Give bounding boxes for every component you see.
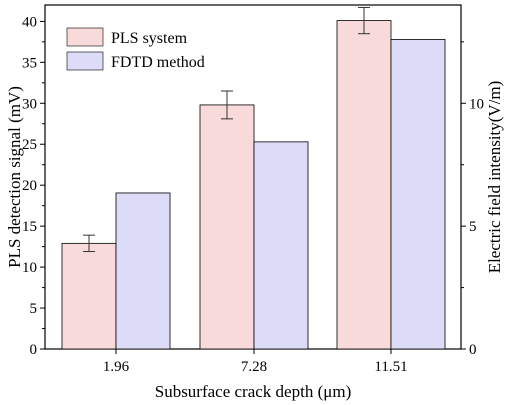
legend-label-fdtd-method: FDTD method [111,54,205,71]
y-axis-left-title: PLS detection signal (mV) [5,86,24,268]
legend-swatch-fdtd-method [66,51,104,71]
error-bar-pls-system-11-51 [358,6,370,35]
y-left-tick-label: 25 [22,137,37,153]
legend-label-pls-system: PLS system [111,30,188,47]
x-tick-label-1-96: 1.96 [103,359,130,375]
y-left-tick-label: 5 [30,301,38,317]
y-left-tick-label: 0 [30,342,38,358]
y-right-tick-label: 0 [469,342,477,358]
error-bar-pls-system-1-96 [83,234,95,253]
legend-swatch-pls-system [66,27,104,47]
error-bar-pls-system-7-28 [221,90,233,120]
legend: PLS system FDTD method [66,27,205,71]
y-right-tick-label: 10 [469,96,484,112]
y-axis-right-title: Electric field intensity(V/m) [485,81,504,274]
y-left-tick-label: 20 [22,178,37,194]
bar-fdtd-method-1-96 [115,192,171,350]
bar-pls-system-7-28 [199,104,255,350]
y-left-tick-label: 40 [22,14,37,30]
y-left-tick-label: 35 [22,55,37,71]
x-tick-label-11-51: 11.51 [374,359,407,375]
x-axis-title: Subsurface crack depth (μm) [155,382,352,401]
axes-layer: 0 5 10 15 20 25 30 35 40 0 5 10 1.96 7.28 11.51 [22,14,484,375]
error-bars-layer [83,6,370,253]
y-left-tick-label: 10 [22,260,37,276]
x-tick-label-7-28: 7.28 [241,359,267,375]
bar-pls-system-1-96 [61,242,117,350]
y-left-tick-label: 30 [22,96,37,112]
bar-fdtd-method-7-28 [253,141,309,350]
y-left-tick-label: 15 [22,219,37,235]
bar-fdtd-method-11-51 [390,39,446,350]
bar-pls-system-11-51 [336,20,392,350]
bars-layer [61,20,446,350]
y-right-tick-label: 5 [469,219,477,235]
